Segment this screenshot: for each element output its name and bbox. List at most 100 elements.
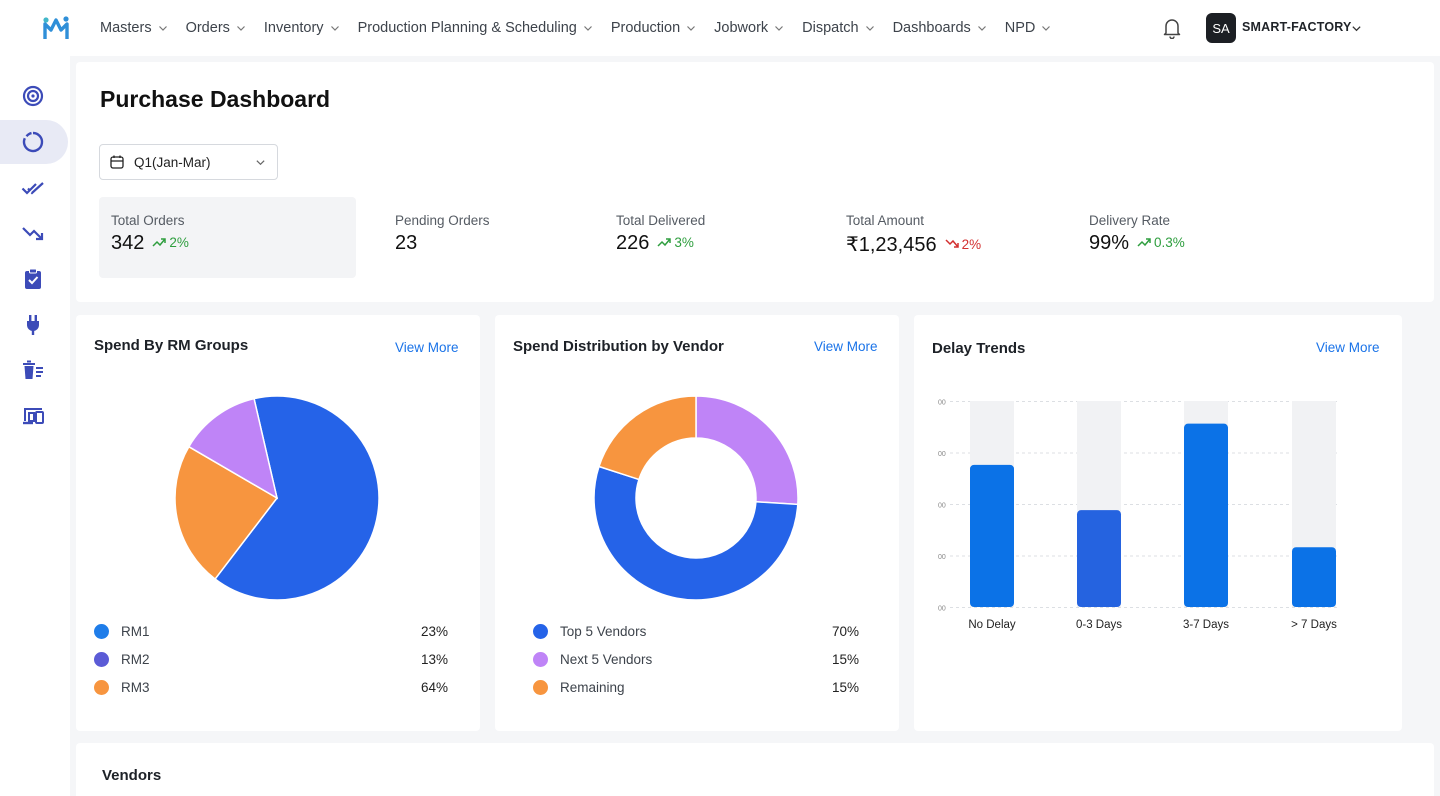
kpi-total-orders[interactable]: Total Orders 342 2%	[99, 197, 356, 278]
kpi-trend: 2%	[945, 237, 981, 252]
kpi-trend: 0.3%	[1137, 235, 1185, 250]
app-logo-icon[interactable]	[42, 15, 70, 41]
view-more-link[interactable]: View More	[814, 339, 878, 354]
kpi-label: Total Delivered	[616, 213, 706, 228]
pie-slice-rm3[interactable]	[213, 395, 380, 601]
rm-groups-pie-chart	[174, 395, 380, 601]
delete-list-icon	[23, 360, 43, 379]
user-avatar[interactable]: SA	[1206, 13, 1236, 43]
nav-menu-orders[interactable]: Orders	[186, 20, 246, 36]
sidebar-item-integrations[interactable]	[0, 303, 68, 347]
legend-label: Next 5 Vendors	[560, 652, 653, 667]
nav-menu-label: NPD	[1004, 20, 1036, 36]
sidebar-item-dashboard[interactable]	[0, 120, 68, 164]
legend-swatch	[533, 652, 548, 667]
nav-menu-masters[interactable]: Masters	[100, 20, 168, 36]
notification-bell-icon[interactable]	[1162, 17, 1182, 39]
chevron-down-icon	[687, 26, 696, 31]
kpi-summary-card: Purchase Dashboard Q1(Jan-Mar) Total Ord…	[76, 62, 1434, 302]
legend-item: Top 5 Vendors	[533, 624, 646, 639]
chevron-down-icon	[256, 160, 265, 166]
legend-item: RM3	[94, 680, 150, 695]
nav-menu-label: Production Planning & Scheduling	[357, 20, 577, 36]
x-tick-label: 0-3 Days	[1076, 619, 1122, 631]
nav-menu-label: Dashboards	[892, 20, 971, 36]
legend-value: 15%	[831, 680, 859, 695]
x-tick-label: 3-7 Days	[1183, 619, 1229, 631]
sidebar-item-target[interactable]	[0, 74, 68, 118]
x-tick-label: > 7 Days	[1291, 619, 1337, 631]
legend-label: RM1	[121, 624, 150, 639]
nav-menu-dashboards[interactable]: Dashboards	[893, 20, 987, 36]
sidebar-item-trends[interactable]	[0, 212, 68, 256]
view-more-link[interactable]: View More	[1316, 340, 1380, 355]
kpi-delivery-rate[interactable]: Delivery Rate 99% 0.3%	[1077, 197, 1277, 278]
vendor-distribution-card: Spend Distribution by Vendor View More T…	[495, 315, 899, 731]
organization-name[interactable]: SMART-FACTORY	[1242, 20, 1352, 34]
chevron-down-icon[interactable]	[1351, 23, 1362, 34]
y-tick-label: 00	[938, 554, 946, 561]
nav-menu-dispatch[interactable]: Dispatch	[802, 20, 874, 36]
trend-up-icon	[1137, 238, 1151, 247]
kpi-value: 99%	[1089, 232, 1130, 254]
period-select[interactable]: Q1(Jan-Mar)	[99, 144, 278, 180]
kpi-value: ₹1,23,456	[846, 234, 937, 256]
trend-up-icon	[152, 238, 167, 247]
legend-label: Remaining	[560, 680, 625, 695]
kpi-total-amount[interactable]: Total Amount ₹1,23,456 2%	[834, 197, 1064, 278]
nav-menu-label: Orders	[185, 20, 230, 36]
kpi-label: Pending Orders	[395, 213, 490, 228]
legend-value: 64%	[420, 680, 448, 695]
sidebar-item-tasks[interactable]	[0, 257, 68, 301]
chevron-down-icon	[977, 26, 986, 31]
legend-item: Next 5 Vendors	[533, 652, 652, 667]
trend-down-icon	[945, 239, 959, 248]
card-title: Delay Trends	[932, 340, 1026, 357]
pie-slice-rm1[interactable]	[174, 445, 279, 581]
nav-menu-production[interactable]: Production	[611, 20, 696, 36]
bar--7-days[interactable]	[1292, 547, 1336, 607]
legend-swatch	[94, 652, 109, 667]
legend-item: RM1	[94, 624, 150, 639]
top-navigation-bar: Masters Orders Inventory Production Plannin…	[0, 0, 1440, 56]
legend-label: RM3	[121, 680, 150, 695]
devices-icon	[23, 408, 44, 425]
bar-0-3-days[interactable]	[1077, 510, 1121, 607]
delay-trends-bar-chart: 00 00 00 00 00 No Delay 0-3 Days 3-7 Days > 7 Da…	[938, 400, 1339, 631]
chevron-down-icon	[236, 26, 245, 31]
legend-label: Top 5 Vendors	[560, 624, 647, 639]
nav-menu-inventory[interactable]: Inventory	[264, 20, 340, 36]
pie-slice-top-5-vendors[interactable]	[593, 465, 799, 601]
pie-slice-rm2[interactable]	[187, 397, 279, 500]
pie-slice-next-5-vendors[interactable]	[695, 395, 799, 506]
pie-slice-remaining[interactable]	[598, 395, 697, 481]
sidebar-item-devices[interactable]	[0, 394, 68, 438]
clipboard-check-icon	[25, 268, 41, 289]
bar-3-7-days[interactable]	[1184, 423, 1228, 607]
y-tick-label: 00	[938, 400, 946, 407]
kpi-value: 23	[395, 232, 418, 254]
legend-swatch	[533, 624, 548, 639]
vendors-card: Vendors	[76, 743, 1434, 796]
bar-no-delay[interactable]	[970, 464, 1014, 607]
section-title: Vendors	[102, 767, 162, 784]
double-check-icon	[21, 182, 44, 195]
legend-swatch	[94, 624, 109, 639]
nav-menu-production-planning-scheduling[interactable]: Production Planning & Scheduling	[358, 20, 593, 36]
nav-menu-jobwork[interactable]: Jobwork	[714, 20, 784, 36]
nav-menu-label: Dispatch	[802, 20, 859, 36]
legend-value: 23%	[420, 624, 448, 639]
y-tick-label: 00	[938, 503, 946, 510]
sidebar-item-deletions[interactable]	[0, 348, 68, 392]
trend-up-icon	[657, 238, 672, 247]
main-menu: Masters Orders Inventory Production Plannin…	[100, 0, 1069, 56]
kpi-value: 342	[111, 232, 145, 254]
sidebar-item-approvals[interactable]	[0, 166, 68, 210]
kpi-total-delivered[interactable]: Total Delivered 226 3%	[604, 197, 804, 278]
x-tick-label: No Delay	[968, 619, 1016, 631]
chevron-down-icon	[583, 26, 592, 31]
legend-swatch	[533, 680, 548, 695]
kpi-pending-orders[interactable]: Pending Orders 23	[383, 197, 583, 278]
view-more-link[interactable]: View More	[395, 340, 459, 355]
nav-menu-npd[interactable]: NPD	[1005, 20, 1052, 36]
